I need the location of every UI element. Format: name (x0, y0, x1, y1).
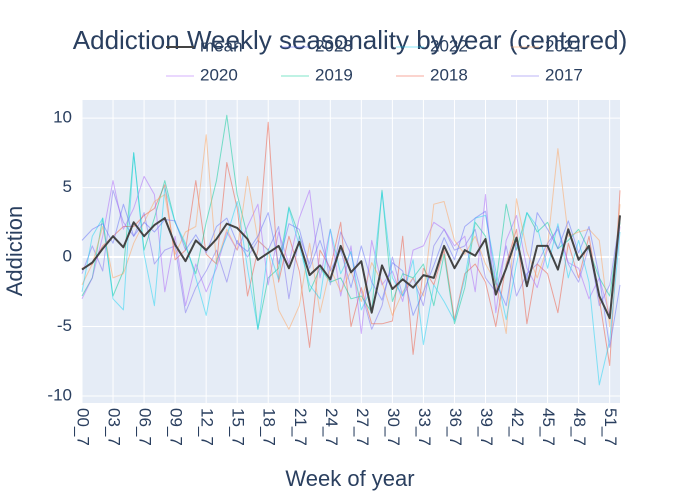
x-tick-label: 09_7 (167, 408, 186, 446)
x-tick-label: 33_7 (415, 408, 434, 446)
y-tick-label: 10 (53, 108, 72, 127)
x-tick-label: 21_7 (291, 408, 310, 446)
x-tick-label: 12_7 (198, 408, 217, 446)
x-axis-title: Week of year (285, 466, 414, 491)
x-tick-label: 24_7 (322, 408, 341, 446)
x-tick-label: 00_7 (74, 408, 93, 446)
legend-label: 2023 (315, 36, 353, 55)
x-tick-label: 48_7 (570, 408, 589, 446)
legend-label: 2021 (545, 36, 583, 55)
series-line (81, 152, 621, 386)
x-tick-label: 39_7 (477, 408, 496, 446)
x-tick-label: 45_7 (539, 408, 558, 446)
x-tick-label: 42_7 (508, 408, 527, 446)
x-tick-label: 06_7 (136, 408, 155, 446)
x-tick-label: 03_7 (105, 408, 124, 446)
y-tick-label: 5 (63, 177, 72, 196)
legend-label: 2019 (315, 65, 353, 84)
legend-label: 2017 (545, 65, 583, 84)
chart-title: Addiction Weekly seasonality by year (ce… (73, 25, 627, 55)
legend-label: 2018 (430, 65, 468, 84)
y-axis-title: Addiction (2, 206, 27, 297)
series-line (81, 114, 621, 330)
x-tick-label: 30_7 (384, 408, 403, 446)
series-line (81, 215, 621, 320)
x-tick-label: 15_7 (229, 408, 248, 446)
series-line (81, 203, 621, 348)
legend-label: 2022 (430, 36, 468, 55)
y-tick-label: -5 (57, 316, 72, 335)
y-tick-label: -10 (47, 386, 72, 405)
x-tick-label: 18_7 (260, 408, 279, 446)
legend-label: 2020 (200, 65, 238, 84)
x-tick-label: 27_7 (353, 408, 372, 446)
y-tick-label: 0 (63, 247, 72, 266)
legend-label: mean (200, 36, 243, 55)
x-tick-label: 36_7 (446, 408, 465, 446)
x-tick-label: 51_7 (601, 408, 620, 446)
